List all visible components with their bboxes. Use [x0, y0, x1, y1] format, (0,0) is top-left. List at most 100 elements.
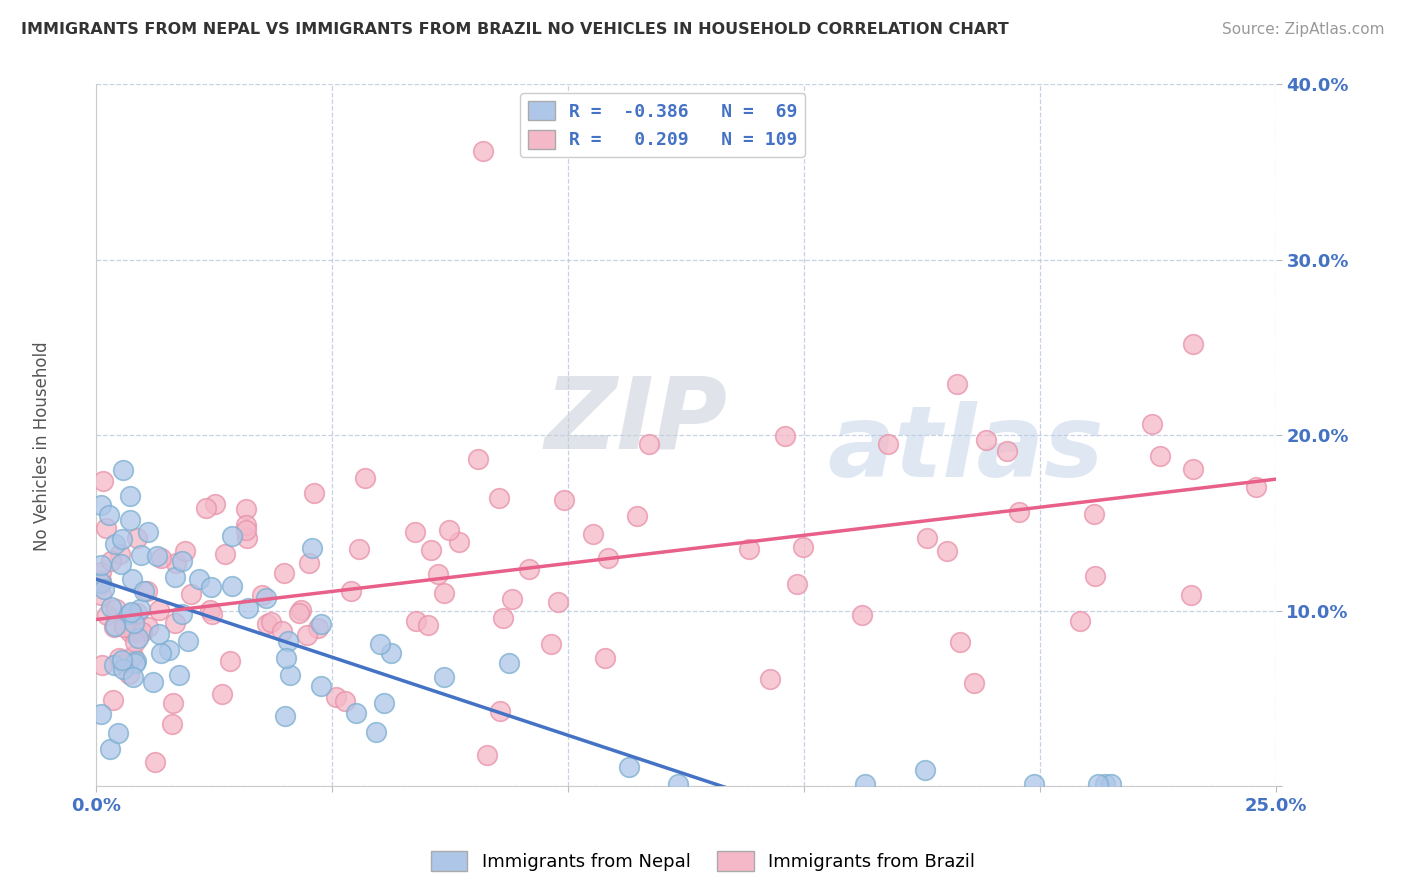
Point: [437, 523, 460, 537]
Point: [120, 605, 142, 619]
Point: [120, 512, 142, 526]
Point: [129, 602, 152, 616]
Point: [138, 620, 160, 634]
Point: [111, 532, 134, 546]
Point: [160, 717, 183, 731]
Point: [235, 502, 257, 516]
Legend: Immigrants from Nepal, Immigrants from Brazil: Immigrants from Nepal, Immigrants from B…: [423, 844, 983, 879]
Point: [90, 576, 112, 591]
Point: [111, 463, 134, 477]
Point: [221, 529, 243, 543]
Point: [1008, 505, 1031, 519]
Point: [120, 489, 142, 503]
Point: [915, 531, 938, 545]
Point: [582, 527, 605, 541]
Point: [124, 615, 146, 630]
Point: [288, 607, 311, 621]
Point: [145, 756, 167, 770]
Point: [127, 632, 149, 646]
Point: [666, 777, 689, 791]
Point: [90, 706, 112, 721]
Point: [298, 556, 321, 570]
Point: [163, 616, 186, 631]
Point: [107, 651, 129, 665]
Point: [100, 600, 122, 615]
Point: [277, 633, 299, 648]
Point: [172, 554, 194, 568]
Point: [94, 521, 117, 535]
Point: [134, 584, 156, 599]
Point: [103, 657, 125, 672]
Point: [1244, 480, 1267, 494]
Point: [96, 608, 118, 623]
Point: [211, 687, 233, 701]
Point: [354, 470, 377, 484]
Point: [404, 524, 426, 539]
Point: [103, 619, 125, 633]
Point: [295, 628, 318, 642]
Point: [1083, 508, 1105, 522]
Point: [111, 653, 134, 667]
Point: [93, 582, 115, 596]
Point: [427, 567, 450, 582]
Point: [1024, 777, 1046, 791]
Point: [90, 565, 112, 579]
Point: [177, 634, 200, 648]
Point: [112, 662, 135, 676]
Point: [170, 607, 193, 621]
Point: [301, 541, 323, 555]
Point: [370, 637, 392, 651]
Point: [449, 534, 471, 549]
Text: atlas: atlas: [828, 401, 1104, 498]
Point: [148, 626, 170, 640]
Point: [250, 588, 273, 602]
Point: [112, 656, 135, 670]
Point: [149, 646, 172, 660]
Point: [236, 600, 259, 615]
Text: Source: ZipAtlas.com: Source: ZipAtlas.com: [1222, 22, 1385, 37]
Point: [467, 451, 489, 466]
Point: [121, 572, 143, 586]
Point: [124, 655, 146, 669]
Point: [1087, 777, 1109, 791]
Point: [201, 607, 224, 622]
Point: [340, 583, 363, 598]
Point: [419, 542, 441, 557]
Point: [100, 554, 122, 568]
Legend: R =  -0.386   N =  69, R =   0.209   N = 109: R = -0.386 N = 69, R = 0.209 N = 109: [520, 94, 804, 157]
Point: [120, 625, 142, 640]
Point: [851, 608, 873, 623]
Point: [108, 548, 131, 562]
Point: [638, 437, 661, 451]
Point: [129, 549, 152, 563]
Point: [492, 610, 515, 624]
Point: [221, 579, 243, 593]
Text: No Vehicles in Household: No Vehicles in Household: [34, 341, 51, 551]
Point: [946, 377, 969, 392]
Point: [136, 525, 159, 540]
Point: [98, 508, 121, 522]
Point: [254, 591, 277, 606]
Point: [90, 588, 112, 602]
Point: [488, 704, 510, 718]
Point: [472, 144, 495, 158]
Point: [593, 650, 616, 665]
Point: [737, 541, 759, 556]
Point: [127, 606, 149, 620]
Point: [333, 693, 356, 707]
Point: [198, 603, 221, 617]
Point: [122, 648, 145, 663]
Point: [366, 725, 388, 739]
Point: [98, 742, 121, 756]
Text: IMMIGRANTS FROM NEPAL VS IMMIGRANTS FROM BRAZIL NO VEHICLES IN HOUSEHOLD CORRELA: IMMIGRANTS FROM NEPAL VS IMMIGRANTS FROM…: [21, 22, 1010, 37]
Point: [1099, 777, 1122, 791]
Point: [373, 696, 395, 710]
Point: [122, 625, 145, 640]
Point: [995, 444, 1018, 458]
Point: [1149, 449, 1171, 463]
Point: [547, 594, 569, 608]
Point: [307, 621, 329, 635]
Point: [194, 501, 217, 516]
Point: [150, 550, 173, 565]
Point: [235, 517, 257, 532]
